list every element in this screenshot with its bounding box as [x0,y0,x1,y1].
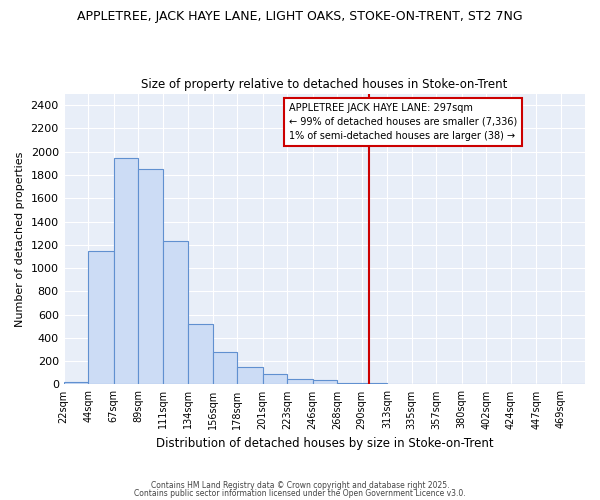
Y-axis label: Number of detached properties: Number of detached properties [15,152,25,326]
Bar [113,158,138,384]
Bar [237,367,263,384]
Text: APPLETREE JACK HAYE LANE: 297sqm
← 99% of detached houses are smaller (7,336)
1%: APPLETREE JACK HAYE LANE: 297sqm ← 99% o… [289,103,518,141]
Bar [138,169,163,384]
Bar [313,380,337,384]
X-axis label: Distribution of detached houses by size in Stoke-on-Trent: Distribution of detached houses by size … [155,437,493,450]
Bar [88,250,113,384]
Title: Size of property relative to detached houses in Stoke-on-Trent: Size of property relative to detached ho… [141,78,508,91]
Text: Contains public sector information licensed under the Open Government Licence v3: Contains public sector information licen… [134,488,466,498]
Bar [64,382,88,384]
Text: APPLETREE, JACK HAYE LANE, LIGHT OAKS, STOKE-ON-TRENT, ST2 7NG: APPLETREE, JACK HAYE LANE, LIGHT OAKS, S… [77,10,523,23]
Bar [188,324,212,384]
Bar [263,374,287,384]
Bar [337,382,362,384]
Bar [163,242,188,384]
Bar [287,379,313,384]
Bar [212,352,237,384]
Text: Contains HM Land Registry data © Crown copyright and database right 2025.: Contains HM Land Registry data © Crown c… [151,481,449,490]
